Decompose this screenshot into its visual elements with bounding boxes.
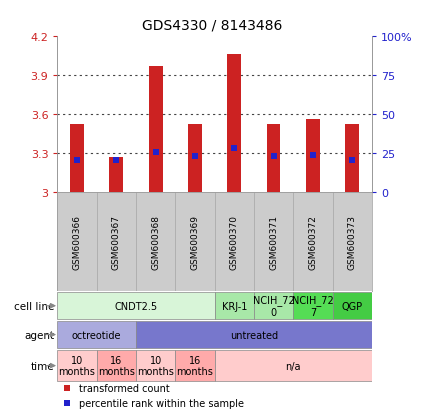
Bar — [149, 67, 162, 192]
Text: GSM600368: GSM600368 — [151, 214, 160, 269]
Bar — [57, 192, 96, 292]
Text: agent: agent — [24, 330, 54, 340]
Bar — [96, 192, 136, 292]
Text: GSM600367: GSM600367 — [112, 214, 121, 269]
Bar — [293, 192, 332, 292]
Text: GSM600373: GSM600373 — [348, 214, 357, 269]
Bar — [254, 192, 293, 292]
Text: NCIH_72
0: NCIH_72 0 — [253, 295, 295, 317]
Bar — [175, 351, 215, 381]
Text: octreotide: octreotide — [72, 330, 122, 340]
Text: GSM600371: GSM600371 — [269, 214, 278, 269]
Bar — [57, 321, 136, 348]
Text: GSM600369: GSM600369 — [190, 214, 199, 269]
Text: 10
months: 10 months — [137, 355, 174, 377]
Bar — [136, 192, 175, 292]
Bar — [267, 125, 280, 192]
Text: KRJ-1: KRJ-1 — [221, 301, 247, 311]
Bar — [57, 293, 215, 319]
Bar — [188, 125, 202, 192]
Text: QGP: QGP — [342, 301, 363, 311]
Bar — [57, 351, 96, 381]
Text: cell line: cell line — [14, 301, 54, 311]
Bar — [254, 293, 293, 319]
Text: GDS4330 / 8143486: GDS4330 / 8143486 — [142, 19, 283, 33]
Text: untreated: untreated — [230, 330, 278, 340]
Bar — [136, 321, 372, 348]
Text: 16
months: 16 months — [176, 355, 213, 377]
Text: NCIH_72
7: NCIH_72 7 — [292, 295, 334, 317]
Bar — [175, 192, 215, 292]
Bar — [332, 192, 372, 292]
Bar — [332, 293, 372, 319]
Text: CNDT2.5: CNDT2.5 — [114, 301, 158, 311]
Bar — [215, 351, 372, 381]
Text: GSM600372: GSM600372 — [309, 214, 317, 269]
Bar — [215, 192, 254, 292]
Bar — [346, 125, 359, 192]
Bar — [110, 157, 123, 192]
Text: 16
months: 16 months — [98, 355, 135, 377]
Text: n/a: n/a — [286, 361, 301, 371]
Text: 10
months: 10 months — [59, 355, 96, 377]
Text: transformed count: transformed count — [79, 383, 170, 393]
Bar — [215, 293, 254, 319]
Text: GSM600370: GSM600370 — [230, 214, 239, 269]
Bar — [96, 351, 136, 381]
Bar — [293, 293, 332, 319]
Bar — [70, 125, 84, 192]
Bar — [227, 55, 241, 192]
Bar — [136, 351, 175, 381]
Bar — [306, 120, 320, 192]
Text: GSM600366: GSM600366 — [73, 214, 82, 269]
Text: time: time — [31, 361, 54, 371]
Text: percentile rank within the sample: percentile rank within the sample — [79, 398, 244, 408]
